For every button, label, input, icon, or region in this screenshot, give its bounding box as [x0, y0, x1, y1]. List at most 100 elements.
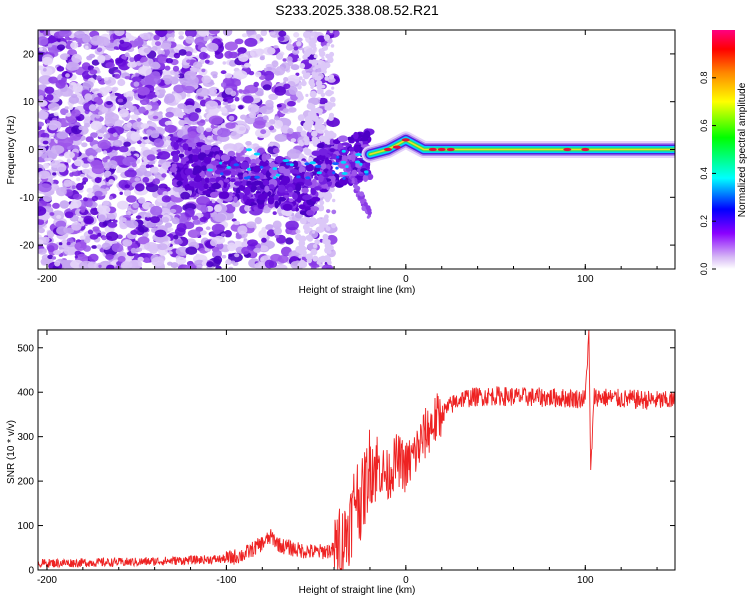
spectrogram-point: [211, 199, 216, 204]
spectrogram-point: [46, 119, 51, 124]
figure-title: S233.2025.338.08.52.R21: [275, 2, 439, 18]
spectrogram-point: [338, 135, 348, 142]
spectrogram-ytick-label: 0: [28, 145, 34, 156]
snr-ylabel: SNR (10 * v/v): [6, 420, 17, 484]
spectrogram-point: [341, 142, 350, 146]
spectrogram-point: [235, 156, 246, 162]
spectrogram-point: [231, 200, 241, 208]
spectrogram-point: [227, 242, 237, 252]
spectrogram-point: [206, 261, 214, 268]
spectrogram-point: [259, 165, 264, 169]
spectrogram-point: [141, 202, 153, 210]
colorbar: 0.0 0.2 0.4 0.6 0.8 Normalized spectral ampl…: [699, 30, 748, 275]
spectrogram-point: [241, 246, 250, 255]
spectrogram-point: [203, 183, 209, 190]
spectrogram-point: [167, 227, 174, 232]
spectrogram-point: [217, 105, 222, 109]
spectrogram-point: [192, 154, 200, 162]
spectrogram-point: [317, 142, 325, 149]
spectrogram-point: [47, 245, 55, 253]
spectrogram-point: [126, 195, 137, 203]
spectrogram-point: [198, 30, 209, 37]
spectrogram-point: [172, 185, 183, 192]
spectrogram-point: [122, 239, 133, 247]
spectrogram-point: [178, 31, 185, 36]
spectrogram-point: [102, 200, 110, 206]
spectrogram-point: [292, 177, 303, 184]
spectrogram-point: [108, 195, 114, 200]
spectrogram-point: [318, 111, 323, 116]
spectrogram-point: [283, 83, 291, 90]
spectrogram-point: [246, 167, 251, 171]
spectrogram-point: [287, 128, 294, 135]
spectrogram-point: [56, 226, 68, 236]
snr-line: [38, 330, 675, 570]
spectrogram-point: [331, 223, 337, 229]
spectrogram-point: [64, 106, 70, 110]
spectrogram-point: [292, 160, 299, 168]
spectrogram-point: [314, 136, 318, 141]
spectrogram-point: [100, 231, 106, 236]
spectrogram-xtick-label: -200: [37, 274, 57, 285]
spectrogram-point: [269, 31, 276, 36]
spectrogram-point: [298, 255, 302, 259]
spectrogram-point: [55, 79, 66, 89]
spectrogram-point: [106, 264, 115, 269]
spectrogram-point: [65, 61, 80, 71]
spectrogram-point: [255, 71, 262, 78]
spectrogram-point: [83, 197, 88, 202]
spectrogram-point: [135, 215, 142, 220]
spectrogram-point: [238, 89, 243, 94]
spectrogram-point: [47, 102, 60, 111]
spectrogram-point: [81, 168, 90, 174]
spectrogram-point: [49, 212, 55, 216]
spectrogram-point: [359, 137, 369, 142]
spectrogram-point: [220, 70, 227, 75]
spectrogram-point: [303, 147, 309, 154]
spectrogram-point: [123, 92, 130, 98]
spectrogram-point: [153, 34, 160, 41]
spectrogram-point: [42, 248, 47, 252]
spectrogram-point: [312, 255, 319, 262]
spectrogram-point: [47, 254, 54, 260]
spectrogram-point: [332, 198, 336, 203]
spectrogram-point: [119, 120, 124, 124]
spectrogram-point: [233, 142, 245, 152]
spectrogram-point: [124, 169, 137, 178]
spectrogram-point: [263, 70, 275, 81]
spectrogram-point: [76, 177, 81, 182]
spectrogram-point: [63, 179, 73, 187]
spectrogram-point: [285, 237, 294, 245]
spectrogram-point: [103, 77, 109, 81]
spectrogram-hotspot: [383, 147, 392, 152]
spectrogram-point: [264, 185, 270, 193]
spectrogram-point: [256, 91, 264, 97]
spectrogram-hotspot: [401, 138, 410, 142]
spectrogram-point: [314, 239, 320, 245]
spectrogram-point: [268, 93, 278, 101]
spectrogram-point: [47, 36, 57, 43]
spectrogram-point: [269, 142, 274, 147]
spectrogram-point: [348, 139, 355, 144]
spectrogram-point: [116, 200, 129, 210]
spectrogram-point: [332, 171, 336, 175]
spectrogram-point: [66, 241, 71, 246]
spectrogram-point: [95, 148, 102, 153]
spectrogram-point: [358, 191, 365, 197]
spectrogram-point: [247, 175, 251, 179]
spectrogram-point: [65, 73, 70, 78]
spectrogram-point: [46, 230, 55, 238]
spectrogram-point: [206, 135, 213, 140]
spectrogram-point: [283, 77, 289, 82]
spectrogram-point: [138, 106, 146, 114]
spectrogram-point: [302, 194, 312, 201]
spectrogram-point: [88, 253, 99, 262]
spectrogram-point: [56, 44, 66, 51]
spectrogram-point: [187, 131, 197, 139]
spectrogram-point: [220, 154, 231, 162]
spectrogram-point: [114, 73, 121, 79]
spectrogram-point: [312, 48, 317, 52]
snr-ytick-label: 500: [17, 343, 34, 354]
spectrogram-point: [346, 136, 355, 141]
